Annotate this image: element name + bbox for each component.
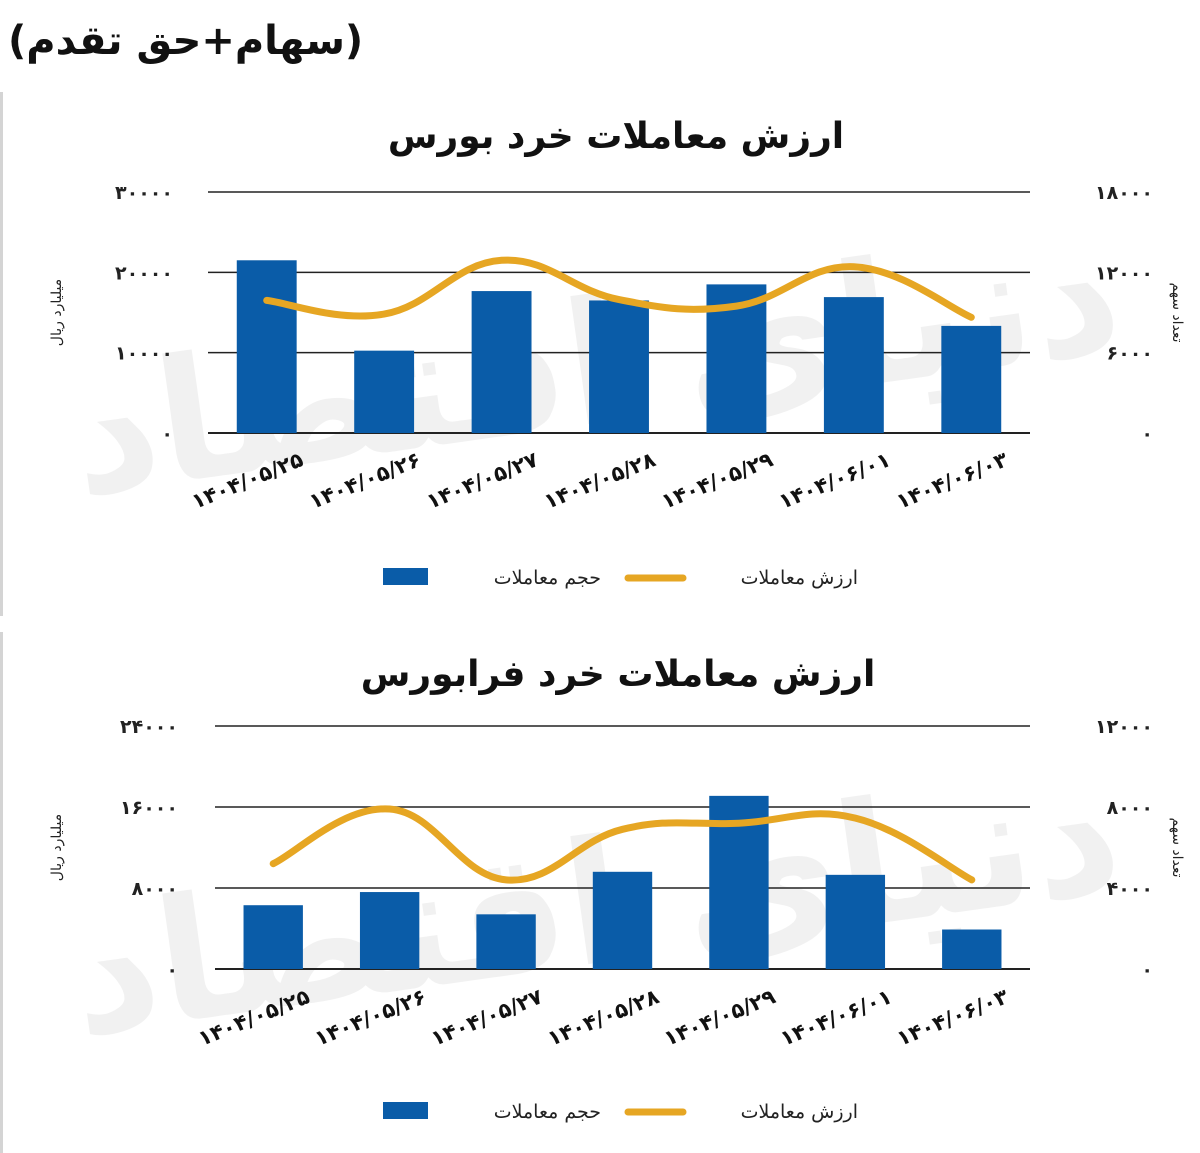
bar [825, 874, 886, 969]
line-point [617, 298, 621, 302]
line-point [852, 265, 856, 269]
line-point [504, 878, 508, 882]
y-tick-label-right: ۶۰۰۰ [1107, 343, 1153, 365]
y-tick-label-right: ۰ [1141, 959, 1153, 981]
y-tick-label-left: ۰ [161, 423, 173, 445]
line-point [271, 862, 275, 866]
y-axis-title-left: میلیارد ریال [49, 279, 65, 346]
bar [589, 300, 649, 433]
legend-label-line: ارزش معاملات [741, 567, 858, 589]
page-header: (سهام+حق تقدم) [8, 18, 364, 64]
y-tick-label-right: ۱۲۰۰۰ [1095, 716, 1153, 738]
y-axis-title-right: تعداد سهم [1169, 817, 1185, 877]
legend: حجم معاملات ارزش معاملات [383, 1101, 858, 1123]
y-tick-label-left: ۲۰۰۰۰ [115, 262, 173, 284]
legend-label-bar: حجم معاملات [494, 1101, 601, 1123]
y-tick-label-right: ۱۸۰۰۰ [1095, 182, 1153, 204]
bar [592, 871, 653, 969]
line-point [853, 816, 857, 820]
y-axis-title-right: تعداد سهم [1169, 282, 1185, 342]
legend-label-line: ارزش معاملات [741, 1101, 858, 1123]
y-tick-label-left: ۱۰۰۰۰ [115, 343, 173, 365]
line-point [265, 298, 269, 302]
y-tick-label-left: ۲۴۰۰۰ [120, 716, 178, 738]
y-tick-label-right: ۴۰۰۰ [1107, 878, 1153, 900]
bar [823, 297, 884, 433]
line-point [737, 821, 741, 825]
chart-panel-farabourse: دنیای اقتصاد ارزش معاملات خرد فرابورس ۰ ۰ ۸۰… [0, 632, 1200, 1153]
category-label: ۱۴۰۴/۰۵/۲۹ [661, 984, 779, 1050]
category-label: ۱۴۰۴/۰۶/۰۳ [893, 447, 1011, 513]
line-point [734, 304, 738, 308]
legend-swatch-bar [383, 1102, 428, 1119]
y-tick-label-left: ۳۰۰۰۰ [115, 182, 173, 204]
category-label: ۱۴۰۴/۰۶/۰۳ [893, 984, 1011, 1050]
line-point [388, 807, 392, 811]
bar [236, 260, 297, 433]
y-tick-label-left: ۱۶۰۰۰ [120, 797, 178, 819]
y-axis-title-left: میلیارد ریال [49, 814, 65, 881]
line-point [382, 312, 386, 316]
legend-swatch-bar [383, 568, 428, 585]
bar [941, 325, 1002, 433]
category-label: ۱۴۰۴/۰۵/۲۹ [658, 447, 776, 513]
line-point [621, 827, 624, 831]
chart-panel-bourse: دنیای اقتصاد ارزش معاملات خرد بورس ۰ ۰ ۱۰۰۰۰… [0, 92, 1200, 616]
bar [942, 929, 1002, 969]
y-tick-label-right: ۱۲۰۰۰ [1095, 262, 1153, 284]
legend: حجم معاملات ارزش معاملات [383, 567, 858, 589]
y-tick-label-left: ۰ [166, 959, 178, 981]
legend-label-bar: حجم معاملات [494, 567, 601, 589]
bar [354, 350, 415, 433]
chart-title: ارزش معاملات خرد بورس [388, 116, 844, 157]
bar [359, 892, 420, 969]
line-point [500, 258, 504, 262]
chart-title: ارزش معاملات خرد فرابورس [361, 654, 876, 695]
y-tick-label-left: ۸۰۰۰ [132, 878, 178, 900]
bar [243, 905, 303, 969]
line-point [970, 878, 974, 882]
bar [471, 291, 532, 433]
category-label: ۱۴۰۴/۰۶/۰۱ [775, 447, 893, 513]
y-tick-label-right: ۰ [1141, 423, 1153, 445]
line-point [969, 315, 973, 319]
y-tick-label-right: ۸۰۰۰ [1107, 797, 1153, 819]
category-label: ۱۴۰۴/۰۶/۰۱ [777, 984, 895, 1050]
bar [476, 914, 536, 969]
